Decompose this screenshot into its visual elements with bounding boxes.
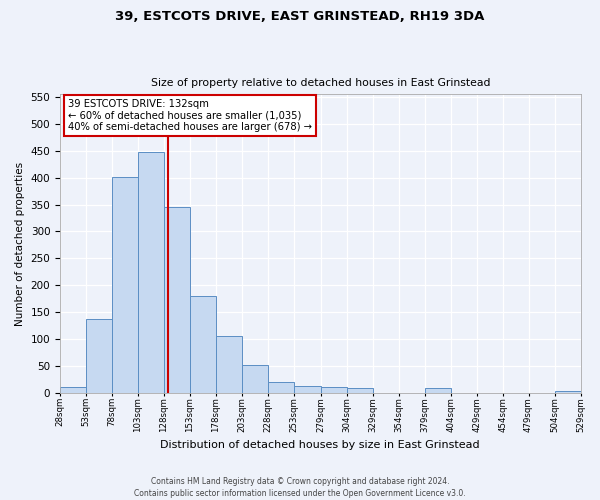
Bar [138, 152, 164, 392]
Bar [425, 388, 451, 392]
X-axis label: Distribution of detached houses by size in East Grinstead: Distribution of detached houses by size … [160, 440, 480, 450]
Bar [86, 319, 112, 392]
Text: 39, ESTCOTS DRIVE, EAST GRINSTEAD, RH19 3DA: 39, ESTCOTS DRIVE, EAST GRINSTEAD, RH19 … [115, 10, 485, 23]
Bar [112, 176, 138, 392]
Bar [216, 336, 242, 392]
Bar [347, 388, 373, 392]
Bar [242, 364, 268, 392]
Bar [268, 382, 294, 392]
Bar [60, 388, 86, 392]
Text: Contains HM Land Registry data © Crown copyright and database right 2024.
Contai: Contains HM Land Registry data © Crown c… [134, 476, 466, 498]
Y-axis label: Number of detached properties: Number of detached properties [15, 162, 25, 326]
Title: Size of property relative to detached houses in East Grinstead: Size of property relative to detached ho… [151, 78, 490, 88]
Bar [190, 296, 216, 392]
Bar [321, 388, 347, 392]
Bar [294, 386, 321, 392]
Bar [164, 207, 190, 392]
Bar [554, 391, 581, 392]
Text: 39 ESTCOTS DRIVE: 132sqm
← 60% of detached houses are smaller (1,035)
40% of sem: 39 ESTCOTS DRIVE: 132sqm ← 60% of detach… [68, 99, 312, 132]
